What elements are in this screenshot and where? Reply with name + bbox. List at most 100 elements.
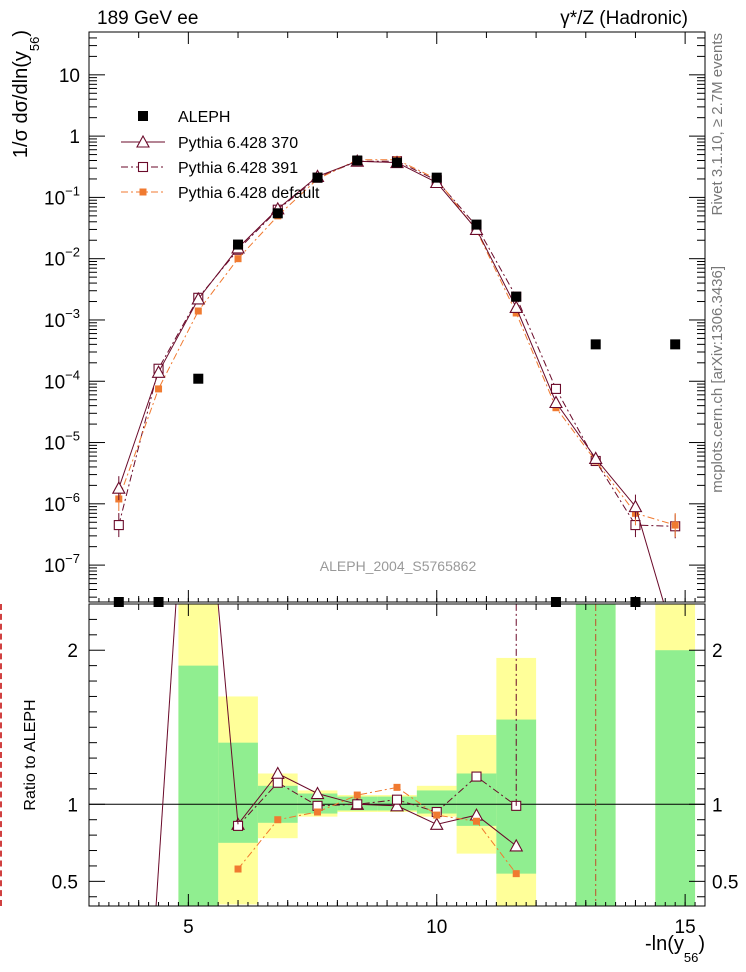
point-Pythia-6-428-default-3 (234, 255, 242, 263)
ratio-ytick-label-right-0.5: 0.5 (712, 872, 738, 893)
ytick-label-exp: −4 (65, 367, 80, 382)
point-Pythia-6-428-370-2 (191, 291, 206, 305)
ratio-band-stat-10 (655, 650, 696, 906)
ratio-ytick-label-right-1: 1 (712, 795, 723, 816)
ratio-offscale-370-low (155, 604, 177, 906)
point-ALEPH-6 (352, 155, 363, 166)
point-Pythia-6-428-default-14 (671, 521, 679, 529)
ratio-line-Pythia-6-428-default (237, 786, 517, 874)
xtick-label-15: 15 (675, 917, 696, 938)
ytick-label: 10−2 (44, 245, 80, 271)
main-layer (111, 154, 681, 602)
ratio-point-Pythia-6-428-370-4 (390, 798, 404, 812)
x-axis-label-sub: 56 (684, 950, 698, 965)
ytick-label: 10−3 (44, 306, 80, 332)
ratio-point-Pythia-6-428-default-4 (393, 783, 401, 791)
ratio-ytick-label-right-2: 2 (712, 641, 723, 662)
point-ALEPH-9 (471, 219, 482, 230)
point-ALEPH-2 (193, 373, 204, 384)
legend-marker-1 (136, 134, 150, 148)
point-ALEPH-7 (392, 157, 402, 168)
ytick-label-exp: −1 (65, 183, 80, 198)
ratio-ytick-label-1: 1 (67, 795, 78, 816)
point-Pythia-6-428-370-1 (151, 365, 166, 378)
legend-marker-3 (139, 188, 147, 196)
y-axis-label-main: 1/σ dσ/dln(y (10, 51, 32, 158)
point-ALEPH-14 (670, 339, 681, 350)
legend-label-2: Pythia 6.428 391 (178, 160, 298, 177)
point-ALEPH-12 (590, 339, 601, 350)
ratio-point-Pythia-6-428-370-7 (509, 838, 524, 852)
ytick-label-base: 10 (59, 66, 80, 87)
ratio-point-Pythia-6-428-default-0 (234, 865, 242, 873)
ratio-point-Pythia-6-428-391-4 (391, 794, 403, 805)
ytick-label-exp: −6 (65, 490, 80, 505)
ytick-label-base: 10 (44, 250, 65, 271)
ratio-point-Pythia-6-428-default-1 (274, 816, 282, 824)
xtick-label-10: 10 (426, 917, 447, 938)
ratio-layer (89, 604, 705, 906)
legend-label-0: ALEPH (178, 109, 230, 126)
ratio-y-axis-label: Ratio to ALEPH (22, 699, 39, 810)
ratio-line-Pythia-6-428-391 (237, 775, 517, 827)
point-ALEPH-10 (511, 291, 522, 302)
ratio-offscale-370-rise (217, 604, 239, 825)
y-axis-label-sub: 56 (27, 37, 42, 51)
ratio-band-stat-0 (178, 665, 219, 906)
ytick-label-base: 10 (44, 372, 65, 393)
legend-label-3: Pythia 6.428 default (178, 185, 320, 202)
ytick-label-exp: −2 (65, 245, 80, 260)
ytick-label: 10−7 (44, 551, 80, 577)
ytick-label-base: 10 (44, 556, 65, 577)
analysis-id: ALEPH_2004_S5765862 (320, 558, 477, 574)
point-Pythia-6-428-370-12 (588, 451, 603, 464)
ytick-label-exp: −7 (65, 551, 80, 566)
ytick-label: 10−1 (44, 183, 80, 209)
ytick-label-base: 10 (44, 311, 65, 332)
ytick-label: 10 (59, 66, 80, 87)
y-axis-label: 1/σ dσ/dln(y56) (10, 30, 42, 158)
ytick-label-base: 10 (44, 495, 65, 516)
point-ALEPH-5 (312, 172, 323, 183)
ytick-label-base: 10 (44, 434, 65, 455)
xtick-label-5: 5 (183, 917, 194, 938)
ratio-point-Pythia-6-428-391-3 (352, 799, 363, 810)
point-Pythia-6-428-391-0 (113, 520, 124, 531)
ratio-point-Pythia-6-428-391-6 (471, 771, 482, 782)
point-Pythia-6-428-default-1 (155, 385, 163, 393)
ytick-label: 10−5 (44, 429, 80, 455)
ratio-point-Pythia-6-428-370-1 (270, 766, 285, 780)
x-axis-label-main: -ln(y (645, 933, 684, 955)
legend-marker-0 (138, 111, 148, 121)
point-Pythia-6-428-370-11 (549, 395, 563, 409)
ratio-ytick-label-0.5: 0.5 (52, 872, 78, 893)
ratio-band-stat-6 (416, 790, 457, 814)
point-Pythia-6-428-370-10 (509, 300, 524, 314)
header-left-title: 189 GeV ee (97, 8, 198, 29)
ratio-point-Pythia-6-428-default-6 (472, 817, 480, 825)
header-right-title: γ*/Z (Hadronic) (560, 8, 688, 29)
edge-marker (0, 604, 3, 906)
legend-label-1: Pythia 6.428 370 (178, 135, 298, 152)
ratio-line-Pythia-6-428-370 (237, 772, 517, 847)
ratio-point-Pythia-6-428-default-2 (314, 808, 322, 816)
ytick-label: 10−4 (44, 367, 80, 393)
point-ALEPH-4 (272, 208, 283, 219)
ratio-point-Pythia-6-428-370-2 (310, 786, 325, 800)
ytick-label-exp: −3 (65, 306, 80, 321)
y-axis-label-close: ) (10, 30, 32, 37)
ytick-label-base: 10 (44, 188, 65, 209)
point-Pythia-6-428-370-13 (628, 499, 643, 513)
ratio-point-Pythia-6-428-default-3 (353, 791, 361, 799)
ratio-point-Pythia-6-428-default-5 (433, 811, 441, 819)
legend-marker-2 (137, 161, 149, 173)
ratio-ytick-label-2: 2 (67, 641, 78, 662)
ratio-point-Pythia-6-428-370-5 (429, 817, 444, 830)
x-axis-label-close: ) (698, 933, 705, 955)
ratio-point-Pythia-6-428-default-7 (512, 870, 520, 878)
point-ALEPH-3 (233, 239, 244, 250)
ytick-label: 1 (69, 127, 80, 148)
x-axis-label: -ln(y56) (645, 933, 705, 965)
ytick-label: 10−6 (44, 490, 80, 516)
